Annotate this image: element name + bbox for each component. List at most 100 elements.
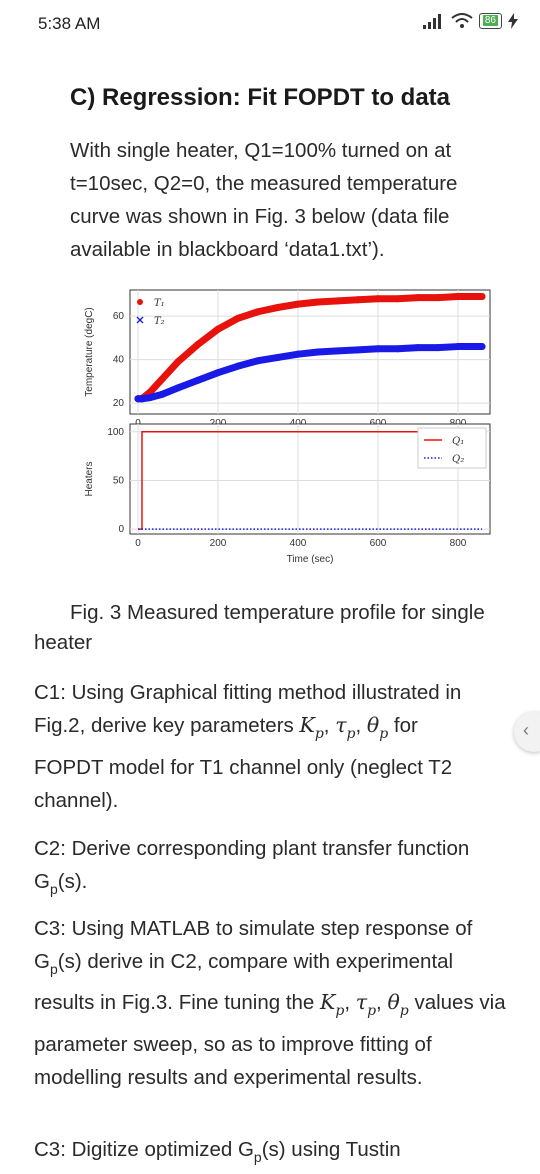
k-subscript: p: [314, 726, 324, 742]
data-point: [294, 300, 302, 308]
data-point: [174, 384, 182, 392]
signal-icon: [422, 14, 441, 29]
status-time: 5:38 AM: [38, 14, 101, 33]
x-tick-label: 600: [370, 538, 387, 549]
data-point: [478, 293, 486, 301]
data-point: [314, 348, 322, 356]
data-point: [478, 343, 486, 351]
data-point: [194, 340, 202, 348]
data-point: [274, 353, 282, 361]
legend-marker-dot: [137, 299, 143, 305]
x-tick-label: 0: [135, 538, 141, 549]
c3-text: C3: Using MATLAB to simulate step respon…: [34, 917, 473, 973]
data-point: [374, 345, 382, 353]
x-axis-label: Time (sec): [287, 554, 334, 565]
y-tick-label: 20: [113, 398, 125, 409]
chevron-left-icon: ‹: [523, 720, 529, 740]
data-point: [454, 343, 462, 351]
tau-symbol: τ: [355, 990, 368, 1014]
data-point: [234, 314, 242, 322]
c3-mid: (s) derive in C2, compare with experimen…: [34, 950, 454, 1014]
legend-box: [417, 427, 487, 469]
tau-symbol: τ: [335, 713, 347, 737]
x-tick-label: 400: [290, 538, 307, 549]
data-point: [294, 350, 302, 358]
battery-icon: 86: [478, 13, 502, 29]
data-point: [434, 294, 442, 302]
status-bar: 5:38 AM 86: [0, 0, 540, 48]
tau-subscript: p: [346, 726, 356, 742]
c3-tail: values via parameter sweep, so as to imp…: [34, 991, 506, 1089]
data-point: [158, 375, 166, 383]
edge-panel-handle[interactable]: ‹: [514, 712, 540, 752]
data-point: [234, 362, 242, 370]
c4-subscript: p: [253, 1149, 262, 1165]
data-point: [214, 325, 222, 333]
y-tick-label: 0: [118, 524, 124, 535]
y-tick-label: 100: [107, 427, 124, 438]
series-1-line: [138, 431, 482, 530]
c1-for: for: [388, 714, 418, 737]
data-point: [254, 357, 262, 365]
question-c1: C1: Using Graphical fitting method illus…: [34, 681, 462, 812]
question-c2: C2: Derive corresponding plant transfer …: [34, 832, 514, 906]
question-c4: C3: Digitize optimized Gp(s) using Tusti…: [34, 1133, 514, 1174]
data-point: [138, 395, 146, 403]
data-point: [214, 369, 222, 377]
theta-subscript: p: [399, 1003, 409, 1019]
section-heading: C) Regression: Fit FOPDT to data: [70, 84, 451, 111]
c1-text: C1: Using Graphical fitting method illus…: [34, 681, 462, 737]
c2-text: C2: Derive corresponding plant transfer …: [34, 837, 470, 893]
data-point: [194, 376, 202, 384]
c2-end: (s).: [57, 870, 88, 893]
data-point: [354, 346, 362, 354]
charging-icon: [508, 13, 518, 29]
y-axis-label: Heaters: [84, 461, 95, 496]
data-point: [394, 295, 402, 303]
data-point: [146, 394, 154, 402]
question-c3: C3: Using MATLAB to simulate step respon…: [34, 917, 506, 1089]
battery-level: 86: [482, 15, 498, 26]
c2-subscript: p: [49, 881, 58, 897]
y-tick-label: 60: [113, 311, 125, 322]
y-axis-label: Temperature (degC): [84, 307, 95, 396]
y-tick-label: 50: [113, 475, 125, 486]
x-tick-label: 200: [210, 538, 227, 549]
data-point: [314, 298, 322, 306]
data-point: [394, 345, 402, 353]
data-point: [334, 347, 342, 355]
data-point: [334, 297, 342, 305]
figure-3-chart: 0 200 400 600 800 20 40 60 Temperature (degC) T₁ T…: [84, 289, 491, 565]
legend-label: T₂: [154, 316, 165, 327]
legend-marker-x: [136, 316, 144, 324]
theta-symbol: θ: [387, 990, 400, 1014]
k-subscript: p: [335, 1003, 345, 1019]
data-point: [158, 390, 166, 398]
c1-tail: FOPDT model for T1 channel only (neglect…: [34, 756, 453, 812]
data-point: [174, 358, 182, 366]
theta-subscript: p: [379, 726, 389, 742]
data-point: [254, 308, 262, 316]
intro-paragraph: With single heater, Q1=100% turned on at…: [70, 139, 458, 261]
data-point: [434, 344, 442, 352]
data-point: [414, 294, 422, 302]
data-point: [414, 344, 422, 352]
figure-caption: Fig. 3 Measured temperature profile for …: [34, 601, 485, 654]
legend-label: Q₂: [452, 454, 464, 465]
k-symbol: K: [299, 713, 315, 737]
c3-subscript: p: [49, 961, 58, 977]
tau-subscript: p: [367, 1003, 377, 1019]
data-point: [374, 295, 382, 303]
legend-label: Q₁: [452, 436, 464, 447]
data-point: [454, 293, 462, 301]
x-tick-label: 800: [450, 538, 467, 549]
data-point: [354, 296, 362, 304]
y-tick-label: 40: [113, 355, 125, 366]
status-icons: 86: [422, 13, 518, 29]
k-symbol: K: [320, 990, 336, 1014]
wifi-icon: [451, 13, 473, 28]
theta-symbol: θ: [366, 713, 380, 737]
legend-label: T₁: [154, 298, 165, 309]
c4-end: (s) using Tustin: [261, 1138, 401, 1161]
